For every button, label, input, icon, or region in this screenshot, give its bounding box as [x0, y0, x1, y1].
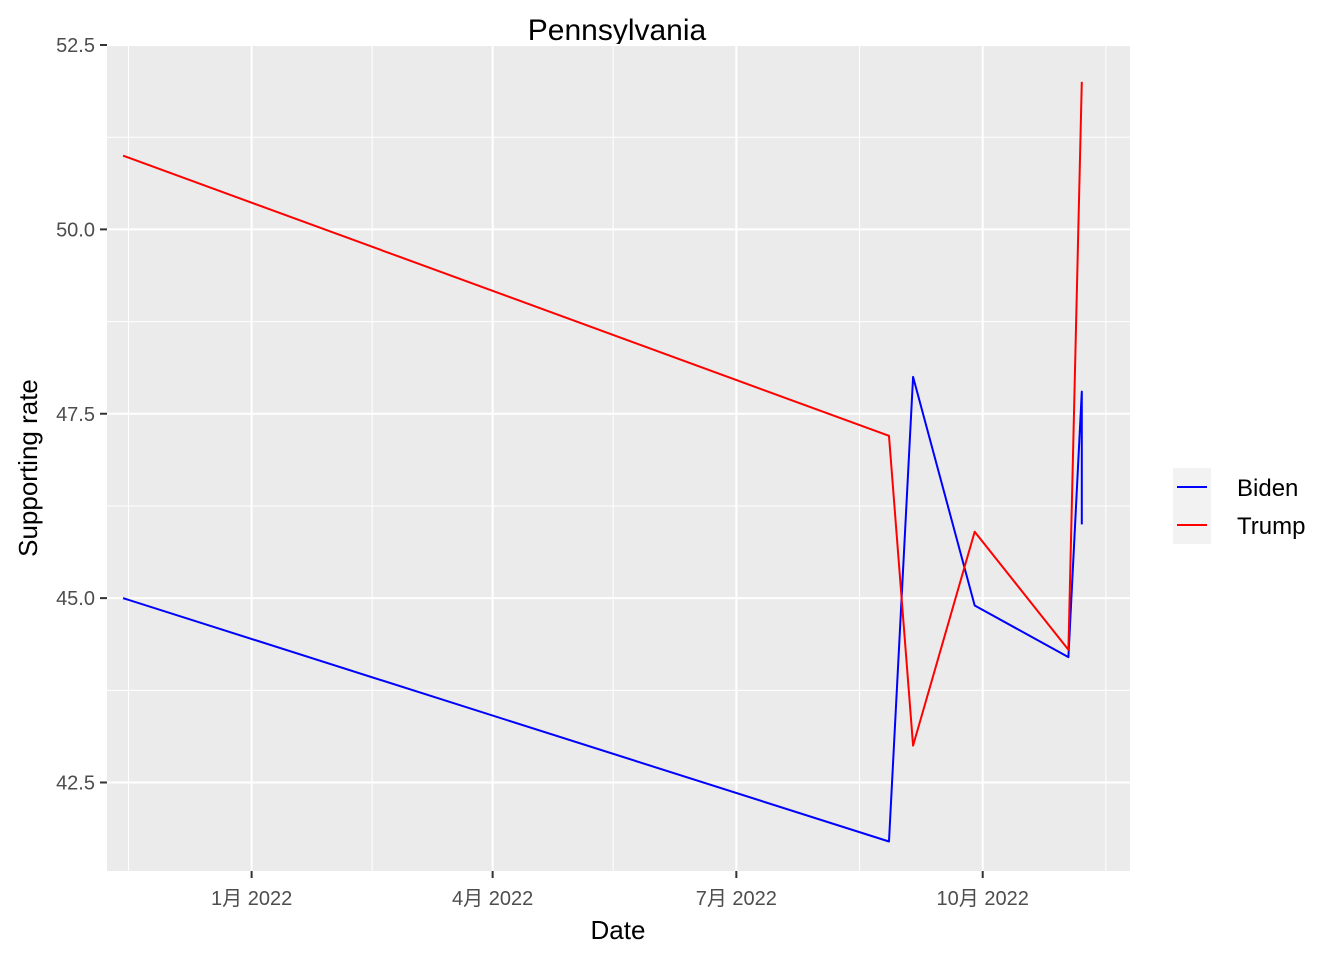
- x-axis-title: Date: [591, 915, 646, 945]
- x-tick-label: 1月 2022: [211, 888, 292, 910]
- legend: Biden Trump: [1173, 468, 1305, 544]
- minor-gridlines: [107, 45, 1130, 871]
- x-axis: 1月 2022 4月 2022 7月 2022 10月 2022: [211, 871, 1029, 910]
- y-tick-label: 50.0: [56, 219, 95, 241]
- y-axis: 42.5 45.0 47.5 50.0 52.5: [56, 35, 107, 795]
- x-tick-label: 7月 2022: [696, 888, 777, 910]
- y-tick-label: 42.5: [56, 773, 95, 795]
- y-tick-label: 45.0: [56, 588, 95, 610]
- y-axis-title: Supporting rate: [13, 379, 43, 557]
- y-tick-label: 52.5: [56, 35, 95, 57]
- series-lines: [122, 81, 1083, 843]
- y-tick-label: 47.5: [56, 404, 95, 426]
- plot-panel: [107, 45, 1130, 871]
- series-line-biden: [122, 375, 1083, 843]
- chart-title: Pennsylvania: [528, 14, 707, 47]
- series-line-trump: [122, 81, 1083, 747]
- x-tick-label: 4月 2022: [452, 888, 533, 910]
- x-tick-label: 10月 2022: [937, 888, 1029, 910]
- major-gridlines: [107, 44, 1130, 871]
- legend-label-trump: Trump: [1237, 513, 1305, 540]
- legend-label-biden: Biden: [1237, 475, 1298, 502]
